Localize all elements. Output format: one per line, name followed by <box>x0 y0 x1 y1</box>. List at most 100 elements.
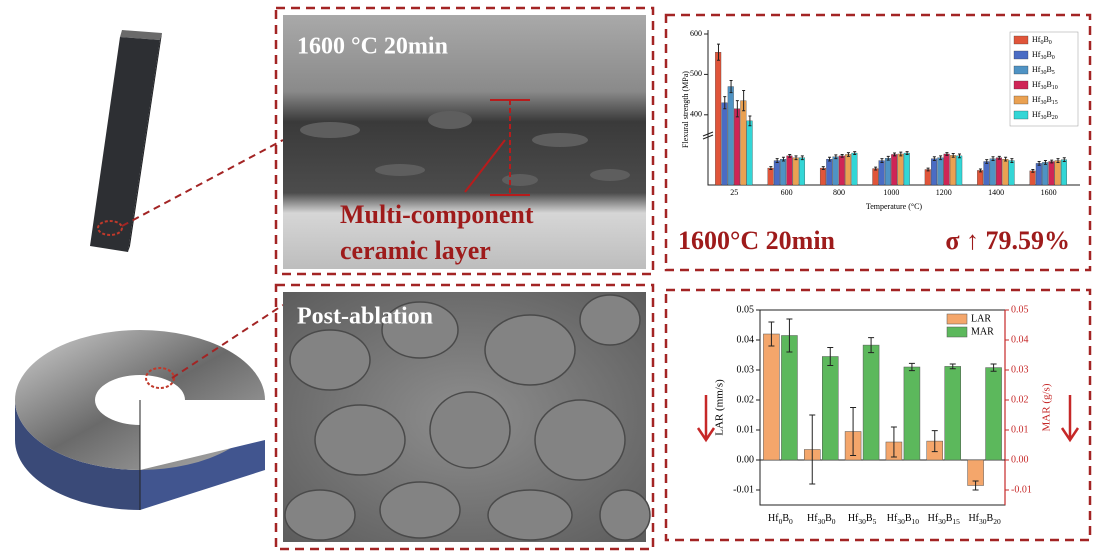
error-bar <box>768 321 775 347</box>
bar <box>903 366 921 461</box>
error-bar <box>840 153 844 158</box>
bar <box>845 154 852 186</box>
bar <box>1060 159 1067 186</box>
error-bar <box>1031 168 1035 173</box>
bar <box>977 170 984 186</box>
y2-tick-label: 0.05 <box>1011 304 1029 315</box>
bar <box>781 335 798 461</box>
y-tick-label: 0.05 <box>737 304 755 315</box>
legend-label: Hf0B0 <box>1032 35 1052 47</box>
error-bar <box>800 155 804 161</box>
panel-label: 1600 °C 20min <box>297 34 448 60</box>
bar <box>872 168 879 186</box>
error-bar <box>939 155 943 161</box>
error-bar <box>846 152 850 157</box>
bar <box>740 100 747 186</box>
legend-swatch <box>1013 35 1029 45</box>
error-bar <box>931 430 938 453</box>
bar <box>931 158 938 186</box>
beam-render <box>90 30 162 252</box>
error-bar <box>788 153 792 158</box>
error-bar <box>821 166 825 170</box>
bar <box>1008 160 1015 186</box>
y2-tick-label: 0.01 <box>1011 424 1029 435</box>
error-bar <box>890 426 897 458</box>
error-bar <box>769 166 773 170</box>
caption: 1600°C 20min <box>678 226 836 255</box>
down-arrow <box>696 395 1080 443</box>
error-bar <box>1043 160 1047 165</box>
error-bar <box>1050 159 1054 164</box>
axis-break <box>702 131 714 140</box>
error-bar <box>945 152 949 156</box>
bar <box>767 167 774 186</box>
x-tick-label: 600 <box>781 188 793 197</box>
bar <box>822 356 839 461</box>
legend-label: MAR <box>971 326 994 337</box>
bar <box>943 153 950 186</box>
error-bar <box>735 100 739 118</box>
legend-swatch <box>1013 95 1029 105</box>
error-bar <box>794 155 798 161</box>
y2-axis-label: MAR (g/s) <box>1041 383 1053 431</box>
error-bar <box>742 90 746 112</box>
error-bar <box>1004 156 1008 162</box>
legend-swatch <box>1013 110 1029 120</box>
error-bar <box>828 156 832 162</box>
bar <box>727 86 734 186</box>
bar <box>924 169 931 186</box>
x-tick-label: Hf30B0 <box>807 513 836 525</box>
legend-label: LAR <box>971 313 991 324</box>
bar <box>862 344 880 461</box>
connector <box>171 304 284 379</box>
legend-label: Hf30B20 <box>1032 110 1058 122</box>
error-bar <box>786 318 793 353</box>
error-bar <box>853 151 857 155</box>
y-tick-label: 0.00 <box>737 454 755 465</box>
legend-label: Hf30B15 <box>1032 95 1058 107</box>
error-bar <box>978 168 982 173</box>
error-bar <box>775 158 779 163</box>
error-bar <box>957 153 961 159</box>
bar <box>983 161 990 186</box>
bar <box>949 155 956 186</box>
legend-label: Hf30B5 <box>1032 65 1055 77</box>
y-axis-label: LAR (mm/s) <box>714 379 726 436</box>
sem-texture <box>284 294 651 541</box>
bar <box>826 158 833 186</box>
error-bar <box>972 480 979 491</box>
bar <box>773 160 780 186</box>
x-tick-label: 1400 <box>988 188 1004 197</box>
bar <box>1029 170 1036 186</box>
error-bar <box>951 153 955 158</box>
axis <box>707 30 1080 186</box>
x-tick-label: 1000 <box>883 188 899 197</box>
y-tick-label: 0.04 <box>737 334 755 345</box>
legend-swatch <box>1013 65 1029 75</box>
error-bar <box>850 407 857 456</box>
panel-frame <box>664 13 1092 272</box>
bar <box>851 152 858 186</box>
error-bar <box>899 151 903 157</box>
x-tick-label: Hf30B10 <box>887 513 919 525</box>
x-tick-label: Hf30B20 <box>968 513 1000 525</box>
bar <box>715 52 722 186</box>
bar <box>1048 161 1055 186</box>
x-tick-label: Hf30B5 <box>848 513 877 525</box>
error-bar <box>949 363 956 370</box>
bar <box>1002 158 1009 186</box>
measure-mark <box>464 99 530 196</box>
legend-label: Hf30B10 <box>1032 80 1058 92</box>
bar <box>891 154 898 186</box>
x-tick-label: 1600 <box>1041 188 1057 197</box>
bar <box>763 333 780 461</box>
y-tick-label: 0.02 <box>737 394 755 405</box>
error-bar <box>827 347 834 366</box>
bar <box>746 120 753 186</box>
bar <box>985 367 1002 461</box>
panel-frame <box>274 6 655 276</box>
error-bar <box>991 156 995 162</box>
connector <box>121 139 284 227</box>
bar <box>1042 162 1049 186</box>
